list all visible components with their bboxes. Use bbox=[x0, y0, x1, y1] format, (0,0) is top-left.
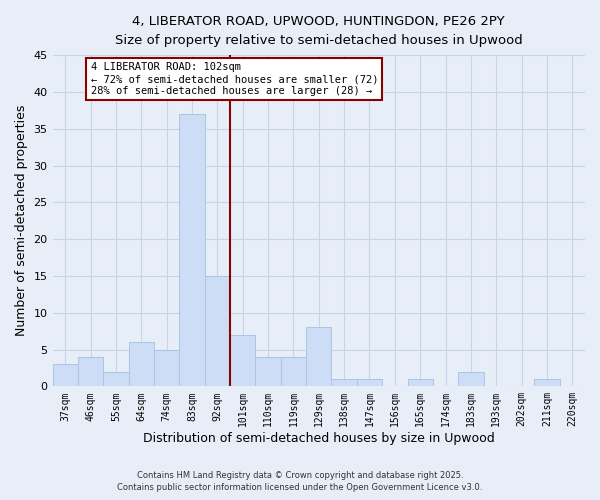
Y-axis label: Number of semi-detached properties: Number of semi-detached properties bbox=[15, 105, 28, 336]
Bar bbox=[458, 372, 484, 386]
Bar bbox=[534, 379, 560, 386]
Bar bbox=[357, 379, 382, 386]
Bar bbox=[306, 328, 331, 386]
Bar bbox=[331, 379, 357, 386]
Bar bbox=[256, 357, 281, 386]
Bar bbox=[281, 357, 306, 386]
Bar bbox=[154, 350, 179, 387]
Bar bbox=[53, 364, 78, 386]
X-axis label: Distribution of semi-detached houses by size in Upwood: Distribution of semi-detached houses by … bbox=[143, 432, 494, 445]
Bar bbox=[230, 335, 256, 386]
Bar bbox=[103, 372, 128, 386]
Bar bbox=[78, 357, 103, 386]
Text: Contains HM Land Registry data © Crown copyright and database right 2025.
Contai: Contains HM Land Registry data © Crown c… bbox=[118, 471, 482, 492]
Bar bbox=[205, 276, 230, 386]
Bar bbox=[128, 342, 154, 386]
Text: 4 LIBERATOR ROAD: 102sqm
← 72% of semi-detached houses are smaller (72)
28% of s: 4 LIBERATOR ROAD: 102sqm ← 72% of semi-d… bbox=[91, 62, 378, 96]
Bar bbox=[179, 114, 205, 386]
Bar bbox=[407, 379, 433, 386]
Title: 4, LIBERATOR ROAD, UPWOOD, HUNTINGDON, PE26 2PY
Size of property relative to sem: 4, LIBERATOR ROAD, UPWOOD, HUNTINGDON, P… bbox=[115, 15, 523, 47]
